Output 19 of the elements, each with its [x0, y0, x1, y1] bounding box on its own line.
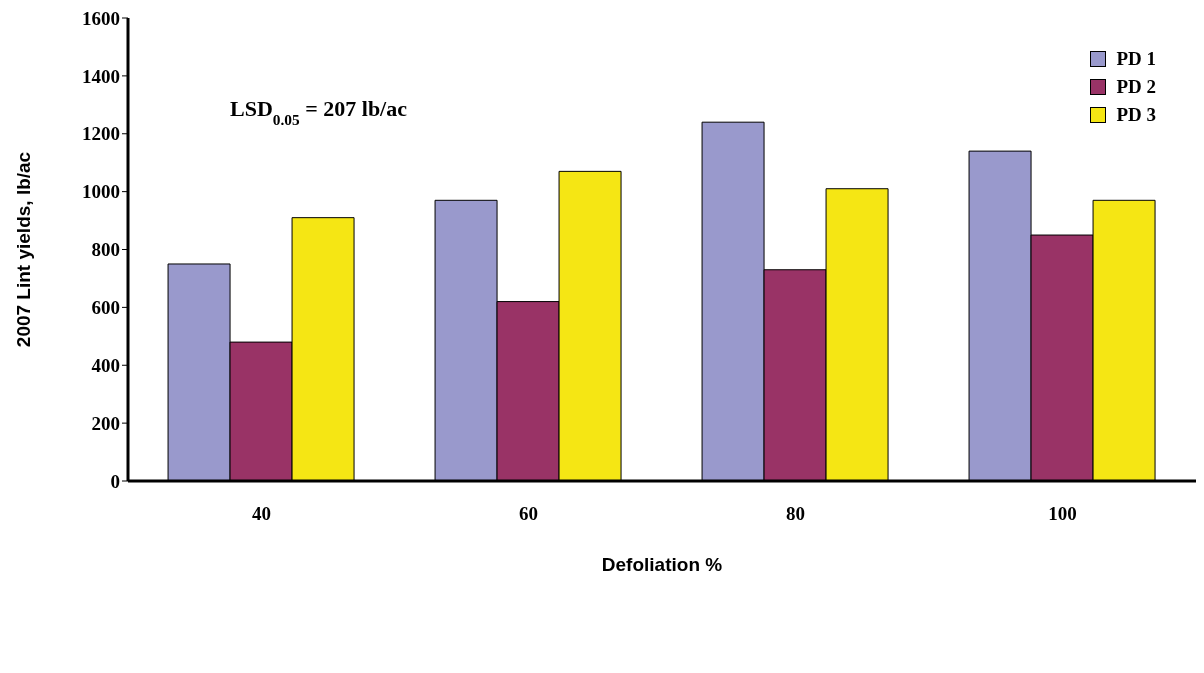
x-tick-label: 100 — [1048, 503, 1077, 525]
y-tick-label: 1400 — [82, 65, 120, 87]
legend-label: PD 1 — [1116, 48, 1156, 70]
y-axis-title: 2007 Lint yields, lb/ac — [12, 151, 34, 348]
annotation: LSD$_{0.05}$ = 207 lb/ac — [230, 96, 408, 128]
y-tick-label: 1200 — [82, 123, 120, 145]
x-axis-title: Defoliation % — [601, 554, 723, 575]
y-tick-label: 400 — [91, 354, 120, 376]
y-tick-label: 1600 — [82, 7, 120, 29]
y-tick-label: 600 — [91, 297, 120, 319]
x-tick-label: 60 — [519, 503, 538, 525]
legend-label: PD 2 — [1116, 76, 1156, 98]
legend-label: PD 3 — [1116, 104, 1156, 126]
y-tick-label: 0 — [110, 470, 120, 492]
x-tick-label: 40 — [252, 503, 271, 525]
y-tick-label: 1000 — [82, 181, 120, 203]
y-tick-label: 200 — [91, 412, 120, 434]
y-tick-label: 800 — [91, 239, 120, 261]
x-tick-label: 80 — [786, 503, 805, 525]
